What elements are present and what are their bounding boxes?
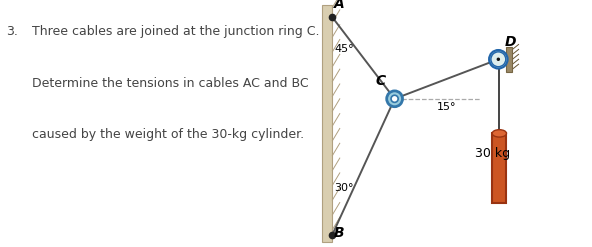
Bar <box>506 47 513 72</box>
Text: Determine the tensions in cables AC and BC: Determine the tensions in cables AC and … <box>32 77 308 90</box>
Text: caused by the weight of the 30-kg cylinder.: caused by the weight of the 30-kg cylind… <box>32 128 304 142</box>
Text: 30°: 30° <box>334 183 353 193</box>
Text: Three cables are joined at the junction ring C.: Three cables are joined at the junction … <box>32 25 320 38</box>
Ellipse shape <box>492 130 507 137</box>
Text: B: B <box>334 226 345 240</box>
Circle shape <box>387 91 403 107</box>
Bar <box>321 5 332 242</box>
Circle shape <box>489 50 507 68</box>
Text: 45°: 45° <box>334 44 353 54</box>
Circle shape <box>491 52 506 67</box>
Text: 15°: 15° <box>436 103 456 112</box>
Text: A: A <box>334 0 345 11</box>
Text: 30 kg: 30 kg <box>475 147 510 160</box>
Text: D: D <box>504 35 516 49</box>
Bar <box>492 133 507 203</box>
Circle shape <box>391 95 398 102</box>
Circle shape <box>497 58 500 61</box>
Text: 3.: 3. <box>7 25 18 38</box>
Text: C: C <box>376 74 386 88</box>
